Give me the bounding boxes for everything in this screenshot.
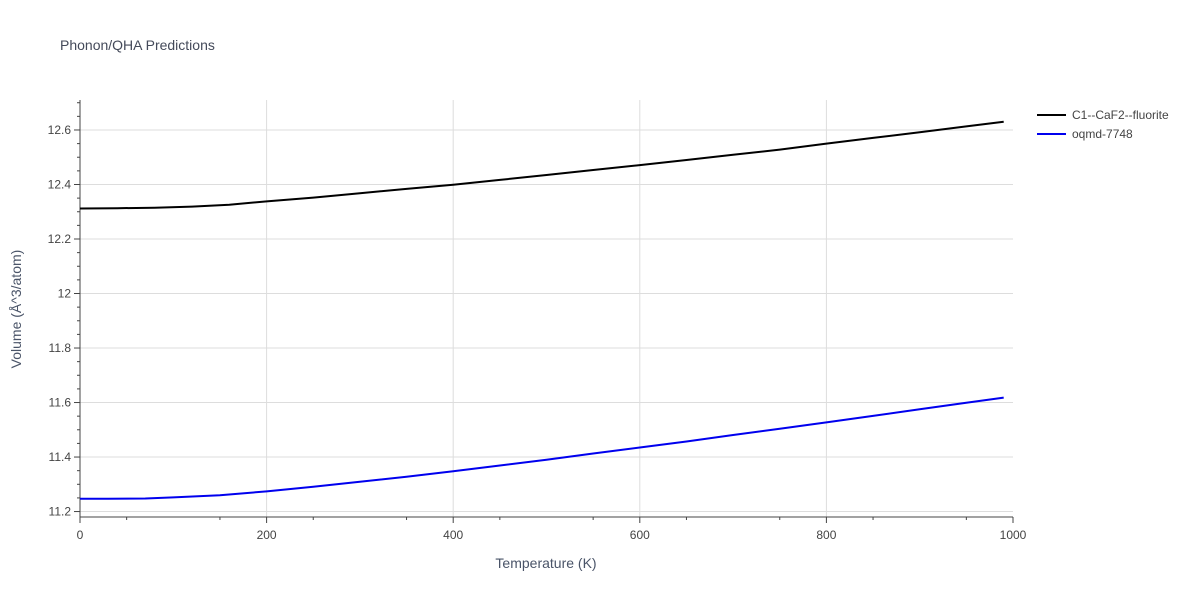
x-tick-label: 1000: [1000, 528, 1027, 542]
x-tick-label: 200: [257, 528, 277, 542]
y-tick-label: 11.8: [49, 341, 72, 355]
y-tick-label: 12.2: [48, 232, 72, 246]
grid: [80, 100, 1013, 517]
series-line-2: [80, 396, 1004, 500]
legend[interactable]: C1--CaF2--fluorite oqmd-7748: [1037, 108, 1169, 141]
legend-item[interactable]: oqmd-7748: [1037, 127, 1133, 141]
x-tick-label: 600: [630, 528, 650, 542]
series-layer: [79, 120, 1004, 500]
y-tick-label: 12.6: [48, 123, 72, 137]
x-tick-label: 0: [77, 528, 84, 542]
axes: 0 200 400 600 800 1000 11.2 11.4 11.6 11.8 12 12.2 1…: [48, 100, 1027, 542]
y-tick-label: 11.2: [49, 505, 72, 519]
y-tick-label: 11.4: [49, 450, 72, 464]
legend-item[interactable]: C1--CaF2--fluorite: [1037, 108, 1169, 122]
chart-title: Phonon/QHA Predictions: [60, 37, 215, 53]
y-tick-label: 12.4: [48, 177, 72, 191]
y-tick-label: 12: [58, 287, 72, 301]
x-tick-label: 800: [816, 528, 836, 542]
series-line-1: [79, 120, 1004, 210]
x-axis-title: Temperature (K): [495, 555, 596, 571]
x-tick-label: 400: [443, 528, 463, 542]
y-tick-label: 11.6: [49, 396, 72, 410]
y-axis-title: Volume (Å^3/atom): [8, 250, 24, 369]
legend-label: C1--CaF2--fluorite: [1072, 108, 1169, 122]
legend-label: oqmd-7748: [1072, 127, 1133, 141]
